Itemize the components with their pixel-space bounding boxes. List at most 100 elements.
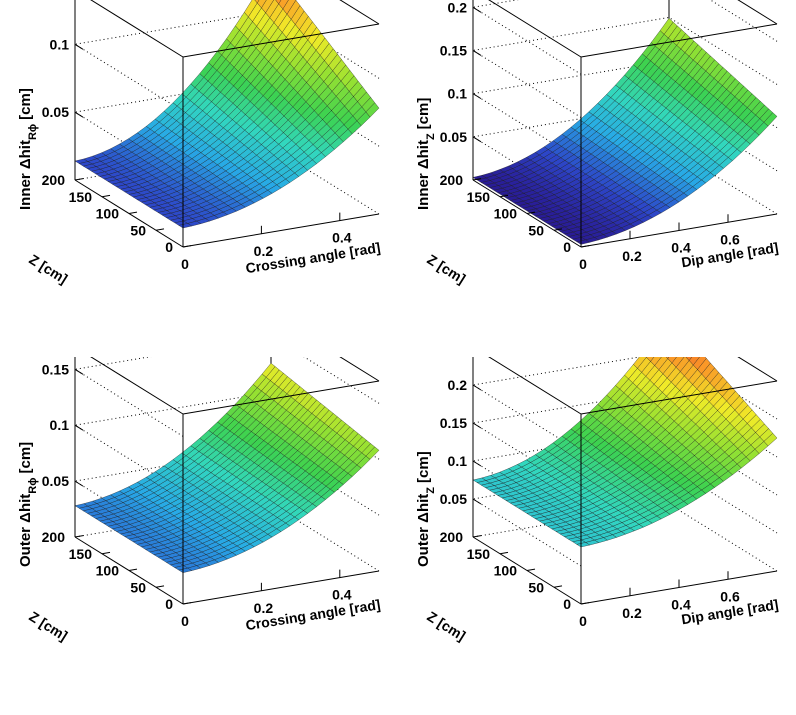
right-bottom-edge [668,503,778,572]
surface-cell [646,357,655,362]
z-title-unit: [cm] [17,442,34,474]
surface-cell [254,0,260,4]
front-top-edge [182,380,380,415]
z-tick [74,424,84,431]
z-tick [74,480,84,487]
box-front-frame [74,357,380,605]
z-tick-label: 0.2 [448,377,468,393]
surface-cell [278,0,289,10]
y-axis-title: Z [cm] [424,608,468,644]
z-title-subscript: Z [425,133,437,140]
y-tick-label: 100 [96,206,120,222]
right-top-edge [737,357,778,382]
z-tick [472,384,482,391]
z-tick-label: 0.15 [440,42,467,58]
y-tick-label: 200 [42,172,66,188]
y-tick-label: 100 [494,206,518,222]
surface-mesh [472,17,778,245]
z-title-unit: [cm] [415,98,432,130]
y-tick-label: 50 [130,222,146,238]
y-tick [101,551,111,555]
z-tick-label: 0.05 [42,104,69,120]
z-tick [472,460,482,467]
y-tick [553,228,563,231]
y-tick-label: 150 [467,189,491,205]
z-title-unit: [cm] [415,451,432,483]
left-top-edge [488,0,582,58]
z-tick [74,368,84,375]
z-tick [472,6,482,13]
y-tick-label: 50 [130,579,146,595]
y-axis-title: Z [cm] [26,608,70,644]
y-tick [182,602,192,605]
x-tick-label: 0.6 [720,231,740,247]
z-title-prefix: Outer [17,523,34,567]
surface-cell [365,102,380,118]
surface-cell [665,357,670,359]
z-title-subscript: Rϕ [27,478,39,494]
y-tick [580,245,590,248]
y-tick [74,178,84,181]
z-title-symbol: Δhit [17,140,34,169]
y-tick-label: 0 [563,239,571,255]
box-front-frame [472,357,778,605]
y-tick [155,228,165,231]
left-top-edge [488,357,582,415]
front-top-edge [182,23,380,58]
y-tick-label: 150 [69,189,93,205]
surface-mesh [74,0,380,229]
z-axis-title: Inner ΔhitZ [cm] [415,98,437,210]
z-tick [74,43,84,50]
z-tick-label: 0.1 [448,86,468,102]
z-tick [472,498,482,505]
x-tick-label: 0.2 [254,600,274,616]
z-tick-label: 0.1 [448,453,468,469]
z-tick-label: 0.15 [42,361,69,377]
z-tick-label: 0.15 [440,415,467,431]
y-axis-title: Z [cm] [424,251,468,287]
y-tick [526,568,536,571]
right-top-edge [339,357,380,382]
surface-plot-inner-z: 00.20.40.60501001502000.050.10.150.2Dip … [415,0,779,287]
surface-cell [667,357,677,364]
y-tick-label: 200 [440,529,464,545]
x-tick-label: 0 [579,613,587,629]
z-title-symbol: Δhit [415,494,432,523]
y-axis-title: Z [cm] [26,251,70,287]
surface-plot-outer-z: 00.20.40.60501001502000.050.10.150.2Dip … [415,357,779,644]
surface-cell [763,432,778,447]
z-tick-label: 0.2 [448,0,468,15]
x-tick-label: 0.4 [671,597,691,613]
y-tick [128,568,138,571]
y-tick-label: 200 [42,529,66,545]
z-axis-title: Outer ΔhitZ [cm] [415,451,437,567]
z-tick [74,111,84,118]
box-front-frame [472,0,778,248]
x-tick-label: 0.2 [622,248,642,264]
x-tick-label: 0.4 [671,240,691,256]
y-tick [499,194,509,198]
x-tick-label: 0 [579,256,587,272]
left-top-edge [90,0,184,58]
y-tick-label: 150 [69,546,93,562]
y-tick-label: 150 [467,546,491,562]
surface-cell [257,0,267,9]
x-tick-label: 0.4 [332,587,352,603]
z-tick-label: 0.1 [50,36,70,52]
z-title-subscript: Rϕ [27,124,39,140]
box-front-frame [74,0,380,248]
z-gridline [471,0,778,75]
z-title-unit: [cm] [17,88,34,120]
z-title-prefix: Inner [17,169,34,210]
surface-cell [275,0,282,5]
x-tick-label: 0 [181,613,189,629]
y-tick [472,535,482,538]
y-tick [182,245,192,248]
z-title-prefix: Outer [415,523,432,567]
front-top-edge [580,23,778,58]
z-tick [472,93,482,100]
z-tick-label: 0.05 [440,129,467,145]
